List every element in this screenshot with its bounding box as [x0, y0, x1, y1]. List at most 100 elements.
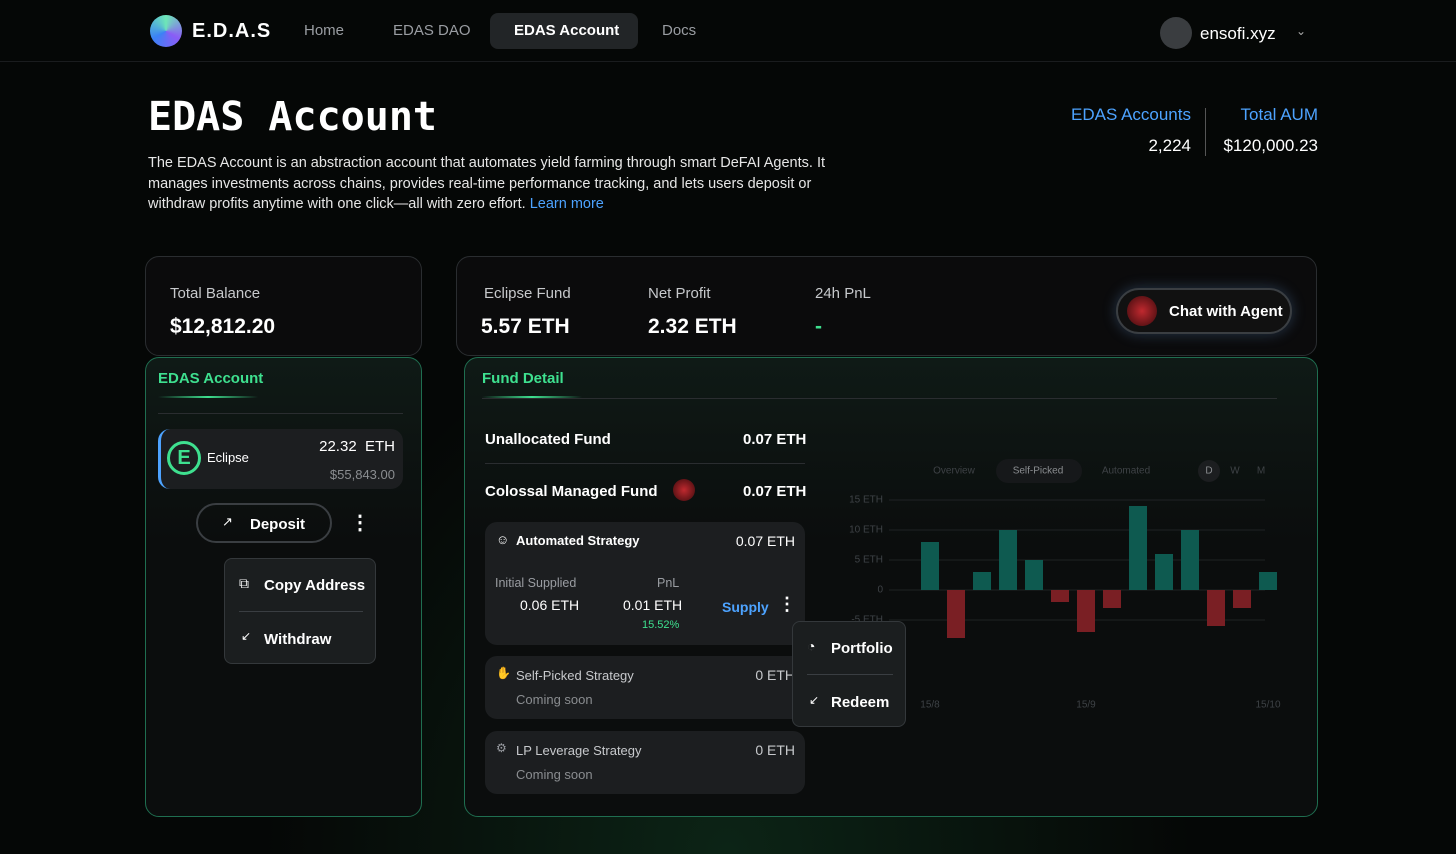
strategy-name: Automated Strategy: [516, 533, 640, 548]
menu-rule: [807, 674, 893, 675]
row-label: Unallocated Fund: [485, 431, 611, 448]
deposit-label[interactable]: Deposit: [250, 516, 306, 533]
y-tick-label: 5 ETH: [855, 555, 883, 566]
underline: [158, 396, 258, 398]
rule: [482, 398, 1277, 399]
menu-item[interactable]: Copy Address: [264, 577, 366, 594]
pnl-label: PnL: [657, 576, 680, 590]
chart-tab[interactable]: Overview: [933, 466, 975, 477]
strategy-card: ✋ Self-Picked Strategy 0 ETH Coming soon: [485, 656, 805, 719]
chart-tab[interactable]: Automated: [1102, 466, 1150, 477]
strategy-status: Coming soon: [516, 767, 593, 782]
y-tick-label: -5 ETH: [851, 615, 883, 626]
initial-label: Initial Supplied: [495, 576, 577, 590]
menu-icon: ◔: [807, 638, 816, 654]
chat-label[interactable]: Chat with Agent: [1169, 303, 1283, 320]
nav-bar: E.D.A.S Home EDAS DAO EDAS Account Docs …: [0, 0, 1456, 62]
strategy-value: 0 ETH: [755, 667, 795, 683]
description: The EDAS Account is an abstraction accou…: [148, 153, 858, 215]
menu-icon: ⧉: [239, 575, 249, 591]
account-title: EDAS Account: [158, 370, 264, 387]
chevron[interactable]: ⌄: [1296, 24, 1307, 38]
tab-active-bg: [996, 459, 1082, 483]
strategy-name: Self-Picked Strategy: [516, 668, 634, 683]
bar: [1051, 590, 1069, 602]
strategy-icon: ⚙: [496, 741, 507, 755]
description-text: The EDAS Account is an abstraction accou…: [148, 155, 826, 212]
strategy-value: 0.07 ETH: [735, 533, 795, 549]
stat-value: $120,000.23: [1223, 136, 1318, 155]
menu-item[interactable]: Portfolio: [831, 640, 893, 657]
summary-label: Eclipse Fund: [484, 285, 571, 302]
chart-period[interactable]: W: [1230, 466, 1240, 477]
more-button[interactable]: ⋮: [778, 594, 796, 614]
menu-item[interactable]: Withdraw: [264, 631, 332, 648]
divider: [1205, 108, 1206, 156]
balance-card: Total Balance $12,812.20: [145, 256, 422, 356]
underline: [482, 396, 582, 398]
user-name[interactable]: ensofi.xyz: [1200, 24, 1276, 43]
menu-rule: [239, 611, 363, 612]
balance-label: Total Balance: [170, 285, 261, 302]
account-card: EDAS Account E Eclipse 22.32 ETH $55,843…: [145, 357, 422, 817]
bar: [921, 542, 939, 590]
bar: [999, 530, 1017, 590]
more-button[interactable]: ⋮: [350, 512, 370, 534]
stat-value: 2,224: [1148, 136, 1191, 155]
learn-more[interactable]: Learn more: [529, 196, 604, 212]
deposit-button[interactable]: ↗ Deposit: [196, 503, 332, 543]
chain-row[interactable]: E Eclipse 22.32 ETH $55,843.00: [158, 429, 403, 489]
summary-value: 5.57 ETH: [481, 315, 570, 338]
avatar[interactable]: [1160, 17, 1192, 49]
pnl-value: 0.01 ETH: [623, 597, 683, 613]
brand[interactable]: E.D.A.S: [192, 20, 272, 42]
nav-link[interactable]: Home: [304, 22, 345, 39]
chart-period[interactable]: D: [1205, 466, 1212, 477]
balance-value: $12,812.20: [170, 315, 276, 338]
rule: [158, 413, 403, 414]
menu-item[interactable]: Redeem: [831, 694, 890, 711]
y-tick-label: 10 ETH: [849, 525, 883, 536]
account-menu: ⧉ Copy Address ↙ Withdraw: [224, 558, 376, 664]
summary-value: 2.32 ETH: [648, 315, 737, 338]
strategy-card: ☺ Automated Strategy 0.07 ETH Initial Su…: [485, 522, 805, 645]
pnl-pct: 15.52%: [642, 619, 680, 631]
chat-button[interactable]: Chat with Agent: [1116, 288, 1292, 334]
strategy-menu: ◔ Portfolio ↙ Redeem: [792, 621, 906, 727]
nav-link[interactable]: EDAS DAO: [393, 22, 471, 39]
chain-usd: $55,843.00: [329, 467, 395, 482]
summary-label: Net Profit: [648, 285, 711, 302]
bar: [947, 590, 965, 638]
chain-amount: 22.32 ETH: [319, 438, 395, 455]
row-value: 0.07 ETH: [743, 431, 807, 448]
strategy-value: 0 ETH: [755, 742, 795, 758]
bar: [1207, 590, 1225, 626]
nav-link[interactable]: Docs: [662, 22, 697, 39]
bar: [1155, 554, 1173, 590]
nav-active-bg: [490, 13, 638, 49]
deposit-icon: ↗: [222, 514, 233, 529]
strategy-status: Coming soon: [516, 692, 593, 707]
strategy-card: ⚙ LP Leverage Strategy 0 ETH Coming soon: [485, 731, 805, 794]
bar: [1233, 590, 1251, 608]
bar: [1103, 590, 1121, 608]
manager-avatar: [673, 479, 695, 501]
row-value: 0.07 ETH: [743, 483, 807, 500]
bar: [1077, 590, 1095, 632]
supply-button[interactable]: Supply: [722, 599, 769, 615]
row-label: Colossal Managed Fund: [485, 483, 658, 500]
menu-icon: ↙: [809, 693, 820, 707]
menu-icon: ↙: [241, 629, 252, 643]
summary-label: 24h PnL: [815, 285, 871, 302]
bar: [1259, 572, 1277, 590]
bar: [1025, 560, 1043, 590]
period-active-bg: [1198, 460, 1220, 482]
nav-link[interactable]: EDAS Account: [514, 22, 620, 39]
chart-tab[interactable]: Self-Picked: [1013, 466, 1064, 477]
logo[interactable]: [150, 15, 182, 47]
strategy-icon: ✋: [496, 666, 511, 680]
y-tick-label: 0: [877, 585, 883, 596]
chart-period[interactable]: M: [1257, 466, 1265, 477]
